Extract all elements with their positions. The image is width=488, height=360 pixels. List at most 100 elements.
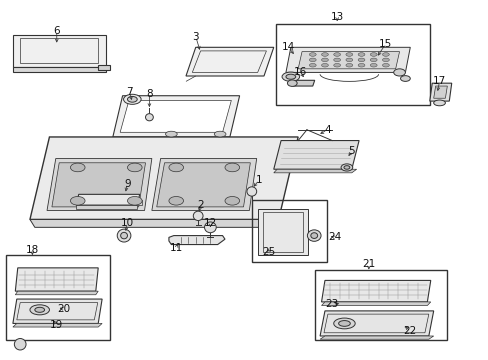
Text: 1: 1 — [255, 175, 262, 185]
Polygon shape — [285, 47, 409, 72]
Ellipse shape — [193, 211, 203, 221]
Ellipse shape — [168, 197, 183, 205]
Polygon shape — [168, 235, 224, 244]
Polygon shape — [185, 47, 273, 76]
Ellipse shape — [393, 69, 405, 76]
Ellipse shape — [214, 131, 225, 137]
Polygon shape — [293, 80, 314, 86]
Ellipse shape — [70, 163, 85, 172]
Ellipse shape — [357, 63, 364, 67]
Polygon shape — [185, 76, 195, 81]
Polygon shape — [298, 51, 399, 69]
Ellipse shape — [382, 63, 388, 67]
Polygon shape — [273, 140, 358, 169]
Text: 2: 2 — [197, 200, 203, 210]
Text: 3: 3 — [192, 32, 199, 41]
Ellipse shape — [246, 187, 256, 196]
Ellipse shape — [357, 53, 364, 56]
Text: 25: 25 — [262, 247, 275, 257]
Polygon shape — [30, 220, 283, 227]
Ellipse shape — [117, 229, 131, 242]
Text: 9: 9 — [124, 179, 130, 189]
Text: 15: 15 — [379, 39, 392, 49]
Ellipse shape — [333, 318, 354, 329]
Ellipse shape — [30, 305, 49, 315]
Ellipse shape — [433, 100, 445, 106]
Ellipse shape — [321, 63, 328, 67]
Bar — [5, 255, 110, 339]
Ellipse shape — [309, 63, 316, 67]
Bar — [276, 24, 429, 105]
Ellipse shape — [121, 232, 127, 239]
Polygon shape — [136, 200, 142, 205]
Text: 23: 23 — [325, 299, 338, 309]
Ellipse shape — [345, 58, 352, 62]
Ellipse shape — [165, 131, 177, 137]
Polygon shape — [52, 163, 145, 207]
Ellipse shape — [287, 80, 297, 86]
Polygon shape — [152, 158, 256, 211]
Polygon shape — [321, 280, 430, 302]
Polygon shape — [13, 35, 105, 67]
Ellipse shape — [400, 76, 409, 81]
Text: 12: 12 — [203, 218, 217, 228]
Text: 7: 7 — [126, 87, 133, 97]
Ellipse shape — [145, 114, 153, 121]
Polygon shape — [120, 100, 231, 132]
Ellipse shape — [127, 163, 142, 172]
Bar — [251, 200, 327, 262]
Ellipse shape — [70, 197, 85, 205]
Text: 20: 20 — [58, 304, 70, 314]
Polygon shape — [321, 302, 430, 306]
Ellipse shape — [310, 233, 317, 238]
Polygon shape — [258, 209, 307, 255]
Polygon shape — [98, 65, 110, 69]
Polygon shape — [113, 96, 239, 137]
Ellipse shape — [357, 58, 364, 62]
Text: 21: 21 — [362, 259, 375, 269]
Text: 16: 16 — [293, 67, 306, 77]
Polygon shape — [15, 268, 98, 291]
Text: 22: 22 — [403, 326, 416, 336]
Polygon shape — [433, 86, 447, 98]
Ellipse shape — [123, 94, 141, 104]
Polygon shape — [13, 67, 105, 72]
Bar — [315, 270, 446, 339]
Ellipse shape — [127, 96, 137, 102]
Ellipse shape — [321, 58, 328, 62]
Text: 19: 19 — [50, 320, 63, 330]
Ellipse shape — [345, 63, 352, 67]
Text: 6: 6 — [53, 26, 60, 36]
Polygon shape — [13, 299, 102, 323]
Polygon shape — [273, 169, 356, 173]
Text: 5: 5 — [348, 146, 354, 156]
Ellipse shape — [224, 163, 239, 172]
Ellipse shape — [343, 166, 349, 169]
Ellipse shape — [285, 74, 295, 79]
Ellipse shape — [338, 320, 349, 326]
Ellipse shape — [309, 53, 316, 56]
Polygon shape — [429, 83, 451, 101]
Text: 13: 13 — [330, 12, 343, 22]
Ellipse shape — [309, 58, 316, 62]
Ellipse shape — [321, 53, 328, 56]
Ellipse shape — [224, 197, 239, 205]
Text: 11: 11 — [169, 243, 183, 253]
Ellipse shape — [14, 338, 26, 350]
Polygon shape — [47, 158, 152, 211]
Ellipse shape — [333, 63, 340, 67]
Ellipse shape — [35, 307, 44, 312]
Polygon shape — [76, 194, 140, 205]
Text: 18: 18 — [26, 245, 39, 255]
Polygon shape — [13, 323, 102, 327]
Polygon shape — [157, 163, 250, 207]
Ellipse shape — [204, 222, 216, 233]
Text: 8: 8 — [146, 89, 152, 99]
Text: 14: 14 — [281, 42, 294, 52]
Ellipse shape — [333, 58, 340, 62]
Polygon shape — [320, 311, 433, 336]
Ellipse shape — [369, 53, 376, 56]
Polygon shape — [15, 291, 98, 295]
Ellipse shape — [382, 58, 388, 62]
Polygon shape — [113, 137, 122, 141]
